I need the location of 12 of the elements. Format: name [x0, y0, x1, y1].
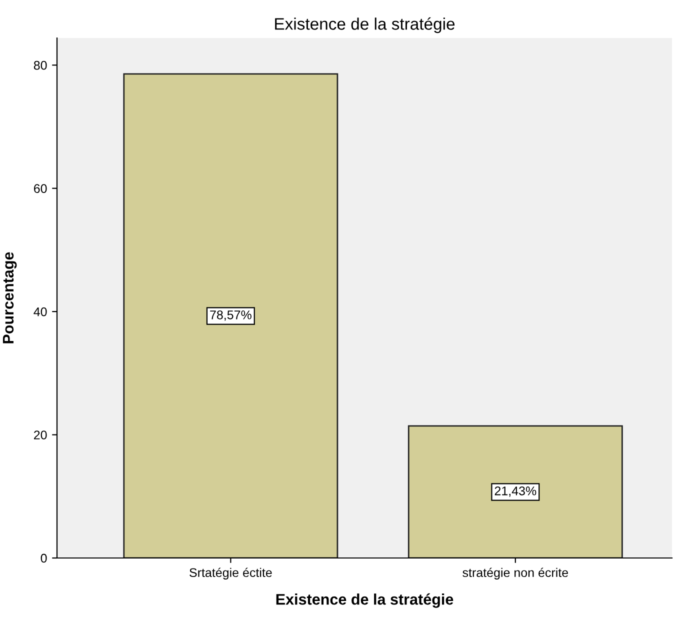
y-axis-title: Pourcentage	[2, 252, 17, 344]
y-tick-label: 0	[40, 554, 47, 563]
x-tick-label: Srtatégie éctite	[190, 568, 272, 580]
data-label: 21,43%	[494, 486, 536, 497]
y-tick-label: 80	[34, 60, 47, 70]
data-label: 78,57%	[210, 310, 252, 321]
chart-title: Existence de la stratégie	[275, 17, 455, 34]
y-tick-label: 60	[34, 184, 47, 193]
x-tick-label: stratégie non écrite	[462, 568, 568, 580]
x-axis-title: Existence de la stratégie	[276, 593, 454, 608]
y-tick-label: 40	[34, 307, 47, 316]
y-tick-label: 20	[34, 430, 47, 440]
